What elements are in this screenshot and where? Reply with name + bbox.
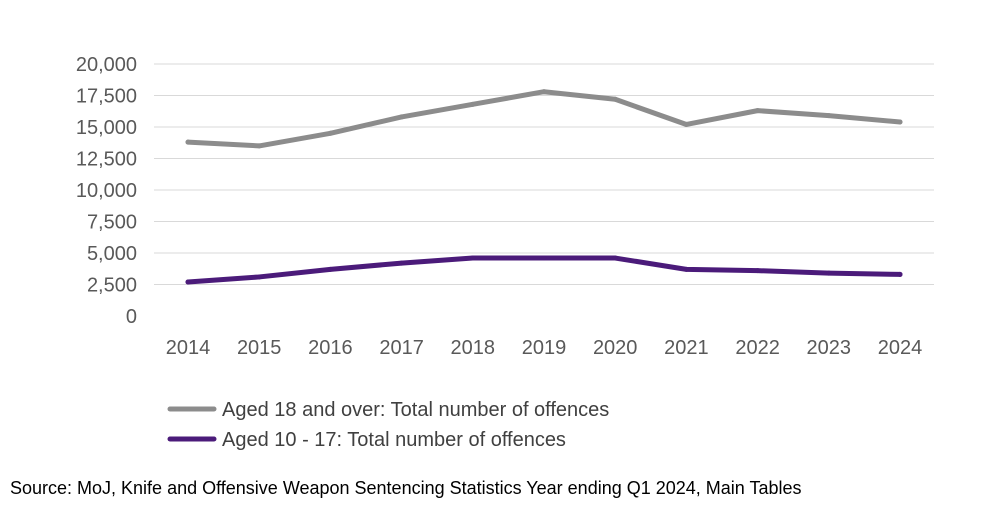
legend: Aged 18 and over: Total number of offenc… (167, 399, 609, 451)
data-point (541, 255, 547, 261)
source-note: Source: MoJ, Knife and Offensive Weapon … (10, 478, 802, 498)
y-tick-label: 0 (126, 306, 137, 328)
data-point (683, 266, 689, 272)
x-tick-label: 2015 (237, 337, 282, 359)
data-point (185, 279, 191, 285)
y-tick-label: 7,500 (87, 212, 137, 234)
data-point (185, 139, 191, 145)
legend-label: Aged 18 and over: Total number of offenc… (222, 399, 609, 421)
data-point (256, 274, 262, 280)
x-tick-label: 2022 (735, 337, 780, 359)
x-tick-label: 2020 (593, 337, 638, 359)
data-point (755, 108, 761, 114)
y-tick-label: 2,500 (87, 275, 137, 297)
series-line-0 (185, 89, 903, 149)
x-tick-label: 2023 (807, 337, 852, 359)
x-tick-label: 2024 (878, 337, 923, 359)
x-tick-label: 2014 (166, 337, 211, 359)
data-point (327, 130, 333, 136)
y-tick-label: 15,000 (76, 117, 137, 139)
data-point (897, 119, 903, 125)
y-tick-label: 10,000 (76, 180, 137, 202)
gridlines (154, 63, 934, 285)
legend-label: Aged 10 - 17: Total number of offences (222, 429, 566, 451)
data-point (826, 113, 832, 119)
y-tick-label: 12,500 (76, 149, 137, 171)
data-point (470, 255, 476, 261)
data-point (327, 266, 333, 272)
data-point (399, 260, 405, 266)
data-point (399, 114, 405, 120)
data-point (755, 268, 761, 274)
y-tick-label: 20,000 (76, 54, 137, 76)
data-point (470, 101, 476, 107)
x-tick-label: 2016 (308, 337, 353, 359)
x-axis-ticks: 2014 2015 2016 2017 2018 2019 2020 2021 2022 2023… (166, 337, 923, 359)
data-point (612, 96, 618, 102)
data-point (897, 271, 903, 277)
x-tick-label: 2019 (522, 337, 567, 359)
y-tick-label: 5,000 (87, 243, 137, 265)
data-point (541, 89, 547, 95)
x-tick-label: 2018 (451, 337, 496, 359)
x-tick-label: 2017 (379, 337, 424, 359)
x-tick-label: 2021 (664, 337, 709, 359)
data-point (256, 143, 262, 149)
data-point (826, 270, 832, 276)
y-axis-ticks: 0 2,500 5,000 7,500 10,000 12,500 15,000 17,500… (76, 54, 137, 328)
data-point (683, 121, 689, 127)
data-point (612, 255, 618, 261)
y-tick-label: 17,500 (76, 86, 137, 108)
series-line-1 (185, 255, 903, 285)
series-lines (185, 89, 903, 285)
